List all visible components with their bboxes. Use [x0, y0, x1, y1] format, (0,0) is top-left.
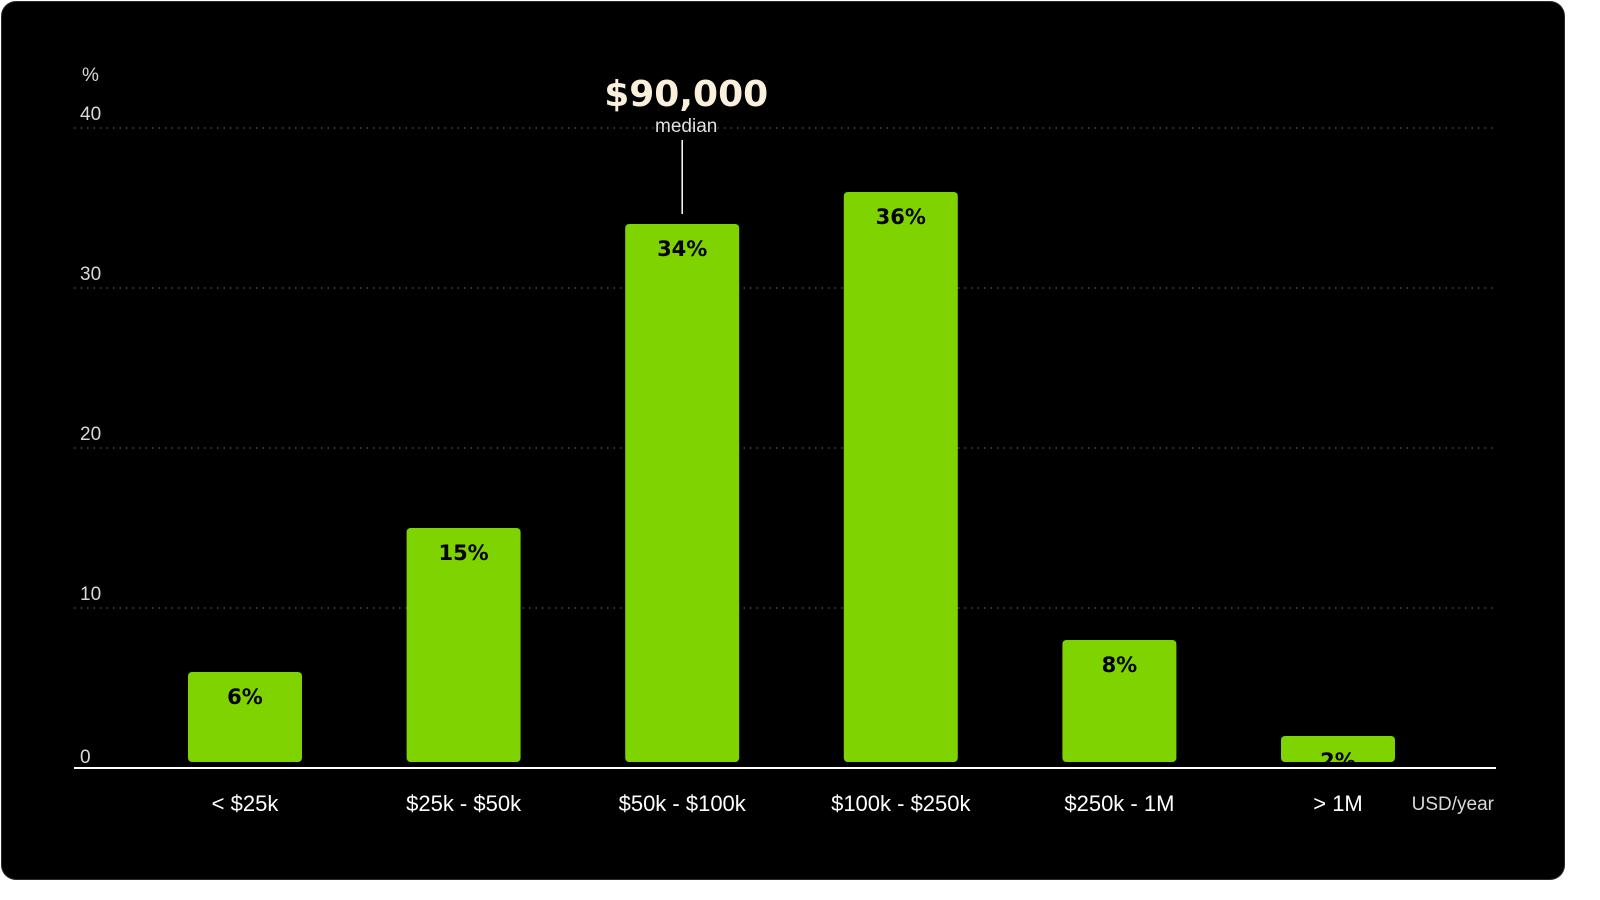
y-tick-label-10: 10 — [80, 584, 101, 605]
median-annotation: $90,000 median — [604, 74, 768, 214]
axes: 0 10 20 30 40 < $25k $25k - $50k $50k - $100k $1… — [74, 104, 1496, 816]
grid-lines — [74, 127, 1496, 609]
bar-2 — [625, 224, 740, 762]
x-tick-label-0: < $25k — [212, 791, 280, 816]
bar-value-label-4: 8% — [1102, 653, 1138, 677]
y-tick-label-20: 20 — [80, 424, 101, 445]
x-tick-label-2: $50k - $100k — [619, 791, 747, 816]
bar-4 — [1062, 640, 1177, 762]
x-tick-label-1: $25k - $50k — [406, 791, 522, 816]
bar-value-label-5: 2% — [1320, 749, 1356, 773]
x-tick-label-4: $250k - 1M — [1064, 791, 1174, 816]
bar-3 — [843, 192, 958, 762]
bar-1 — [406, 528, 521, 762]
x-tick-label-5: > 1M — [1313, 791, 1363, 816]
x-axis-unit-label: USD/year — [1412, 794, 1495, 815]
y-tick-label-40: 40 — [80, 104, 101, 125]
y-tick-label-0: 0 — [80, 747, 91, 768]
bar-value-label-2: 34% — [657, 237, 707, 261]
bar-value-label-3: 36% — [876, 205, 926, 229]
y-axis-unit-label: % — [82, 65, 99, 86]
x-tick-label-3: $100k - $250k — [831, 791, 971, 816]
median-label: median — [655, 116, 717, 137]
median-value: $90,000 — [604, 74, 768, 115]
bars: 6% 15% 34% 36% 8% 2% — [188, 192, 1395, 773]
bar-0 — [188, 672, 302, 762]
bar-value-label-0: 6% — [227, 685, 263, 709]
chart-frame: 6% 15% 34% 36% 8% 2% 0 10 20 30 40 < $25k $25k - $5… — [2, 2, 1564, 879]
bar-value-label-1: 15% — [438, 541, 488, 565]
y-tick-label-30: 30 — [80, 264, 101, 285]
income-distribution-chart: 6% 15% 34% 36% 8% 2% 0 10 20 30 40 < $25k $25k - $5… — [74, 65, 1496, 816]
bar-5 — [1281, 736, 1395, 762]
